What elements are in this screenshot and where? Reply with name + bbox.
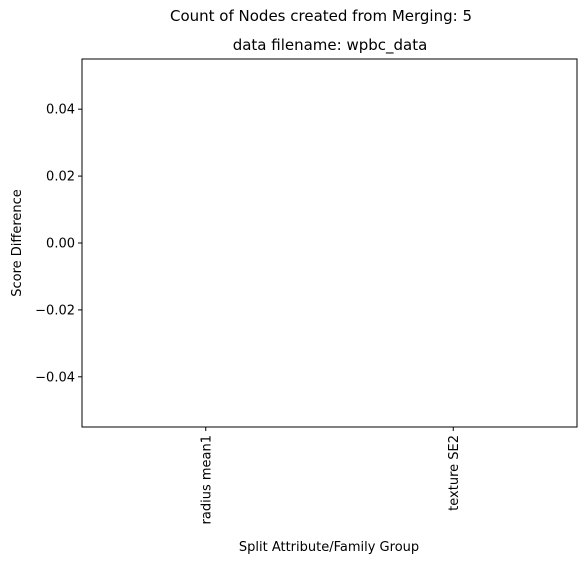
plot-area-frame <box>81 58 578 428</box>
x-axis-label: Split Attribute/Family Group <box>239 540 419 555</box>
x-axis: radius mean1 texture SE2 <box>199 427 462 524</box>
y-tick-label: 0.02 <box>46 170 75 185</box>
x-tick-label: texture SE2 <box>447 435 462 511</box>
plot-title: data filename: wpbc_data <box>233 36 428 55</box>
x-tick-label: radius mean1 <box>199 435 214 524</box>
y-tick-label: 0.04 <box>46 103 75 118</box>
figure-suptitle: Count of Nodes created from Merging: 5 <box>170 7 472 25</box>
y-tick-label: 0.00 <box>46 237 75 252</box>
y-axis-label: Score Difference <box>10 189 25 297</box>
y-tick-label: −0.04 <box>35 370 75 385</box>
y-axis: 0.04 0.02 0.00 −0.02 −0.04 <box>35 103 82 385</box>
y-tick-label: −0.02 <box>35 303 75 318</box>
